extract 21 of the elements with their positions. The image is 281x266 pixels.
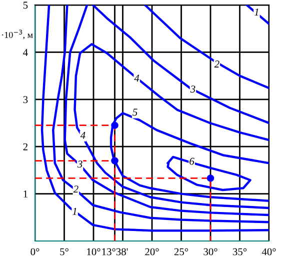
x-tick-label: 40°: [262, 248, 276, 256]
annotation: 5: [132, 108, 138, 116]
y-tick-label: 3: [23, 96, 28, 104]
y-tick-label: 5: [23, 2, 28, 9]
x-tick-label: 25°: [174, 248, 188, 256]
annotation: 3: [190, 86, 196, 93]
annotation: 1: [72, 208, 76, 215]
y-axis-title: ·10$^{−3}$, м: [2, 30, 33, 40]
y-tick-label: 4: [23, 48, 28, 56]
annotation: 1: [254, 8, 258, 16]
x-tick-label: 13°38': [102, 248, 128, 256]
y-tick-label: 2: [23, 143, 28, 150]
x-tick-label: 10°: [87, 248, 100, 256]
y-tick-label: 1: [24, 190, 28, 198]
x-tick-label: 5°: [60, 248, 68, 256]
annotation: 2: [214, 60, 220, 68]
x-tick-label: 35°: [232, 248, 247, 256]
x-tick-label: 20°: [145, 248, 159, 256]
annotation: 6: [190, 158, 194, 165]
x-tick-label: 30°: [204, 248, 218, 256]
x-tick-label: 0°: [30, 248, 40, 256]
